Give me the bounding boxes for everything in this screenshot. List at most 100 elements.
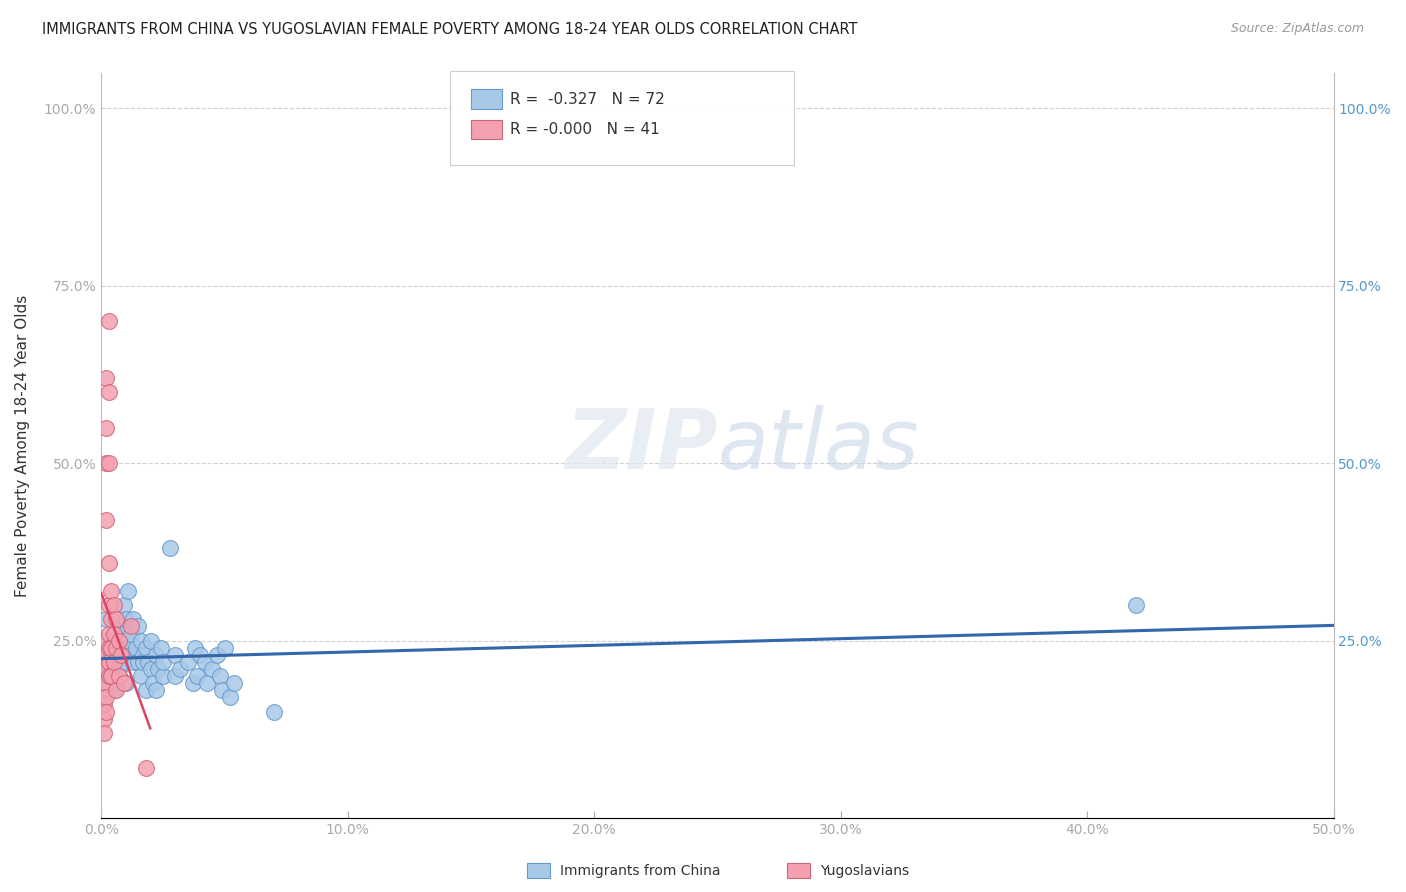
Point: [136, 655, 159, 669]
Point: [218, 690, 240, 705]
Point: [208, 669, 231, 683]
Point: [97, 314, 120, 328]
Point: [165, 648, 187, 662]
Text: Immigrants from China: Immigrants from China: [560, 863, 720, 878]
Point: [105, 676, 128, 690]
Point: [181, 676, 204, 690]
Point: [97, 640, 120, 655]
Point: [145, 648, 167, 662]
Point: [103, 626, 125, 640]
Point: [135, 640, 157, 655]
Point: [117, 633, 139, 648]
Point: [103, 655, 125, 669]
Point: [96, 633, 118, 648]
Point: [169, 662, 191, 676]
Text: Yugoslavians: Yugoslavians: [820, 863, 908, 878]
Text: ZIP: ZIP: [565, 405, 717, 486]
Point: [96, 690, 118, 705]
Point: [142, 676, 165, 690]
Point: [112, 598, 135, 612]
Point: [110, 648, 132, 662]
Point: [100, 669, 122, 683]
Point: [146, 662, 169, 676]
Point: [211, 683, 233, 698]
Point: [93, 712, 115, 726]
Point: [125, 640, 148, 655]
Point: [103, 598, 125, 612]
Point: [107, 633, 129, 648]
Point: [135, 683, 157, 698]
Point: [107, 662, 129, 676]
Point: [97, 640, 120, 655]
Point: [127, 619, 149, 633]
Point: [105, 648, 128, 662]
Point: [97, 676, 120, 690]
Point: [122, 655, 145, 669]
Point: [96, 456, 118, 470]
Point: [93, 698, 115, 712]
Point: [224, 676, 246, 690]
Point: [152, 669, 174, 683]
Point: [105, 683, 128, 698]
Point: [93, 683, 115, 698]
Point: [110, 619, 132, 633]
Text: IMMIGRANTS FROM CHINA VS YUGOSLAVIAN FEMALE POVERTY AMONG 18-24 YEAR OLDS CORREL: IMMIGRANTS FROM CHINA VS YUGOSLAVIAN FEM…: [42, 22, 858, 37]
Text: R = -0.000   N = 41: R = -0.000 N = 41: [510, 122, 661, 136]
Point: [97, 669, 120, 683]
Point: [96, 662, 118, 676]
Point: [186, 669, 208, 683]
Text: Source: ZipAtlas.com: Source: ZipAtlas.com: [1230, 22, 1364, 36]
Point: [132, 648, 155, 662]
Y-axis label: Female Poverty Among 18-24 Year Olds: Female Poverty Among 18-24 Year Olds: [15, 294, 30, 597]
Point: [120, 626, 142, 640]
Point: [105, 612, 128, 626]
Point: [103, 669, 125, 683]
Point: [96, 705, 118, 719]
Point: [103, 626, 125, 640]
Point: [135, 761, 157, 775]
Point: [97, 655, 120, 669]
Point: [139, 633, 162, 648]
Text: atlas: atlas: [717, 405, 920, 486]
Point: [195, 676, 218, 690]
Point: [97, 556, 120, 570]
Point: [112, 676, 135, 690]
Point: [149, 640, 172, 655]
Point: [97, 626, 120, 640]
Point: [188, 648, 211, 662]
Point: [100, 633, 122, 648]
Point: [96, 421, 118, 435]
Point: [129, 669, 152, 683]
Point: [96, 612, 118, 626]
Point: [100, 662, 122, 676]
Point: [100, 583, 122, 598]
Text: R =  -0.327   N = 72: R = -0.327 N = 72: [510, 92, 665, 106]
Point: [122, 612, 145, 626]
Point: [97, 456, 120, 470]
Point: [120, 619, 142, 633]
Point: [96, 676, 118, 690]
Point: [139, 662, 162, 676]
Point: [263, 705, 285, 719]
Point: [120, 648, 142, 662]
Point: [184, 640, 207, 655]
Point: [93, 669, 115, 683]
Point: [145, 683, 167, 698]
Point: [103, 683, 125, 698]
Point: [100, 640, 122, 655]
Point: [105, 640, 128, 655]
Point: [93, 726, 115, 740]
Point: [107, 633, 129, 648]
Point: [205, 648, 228, 662]
Point: [129, 633, 152, 648]
Point: [93, 655, 115, 669]
Point: [100, 612, 122, 626]
Point: [100, 648, 122, 662]
Point: [214, 640, 236, 655]
Point: [105, 655, 128, 669]
Point: [117, 583, 139, 598]
Point: [176, 655, 198, 669]
Point: [159, 541, 181, 556]
Point: [132, 655, 155, 669]
Point: [112, 655, 135, 669]
